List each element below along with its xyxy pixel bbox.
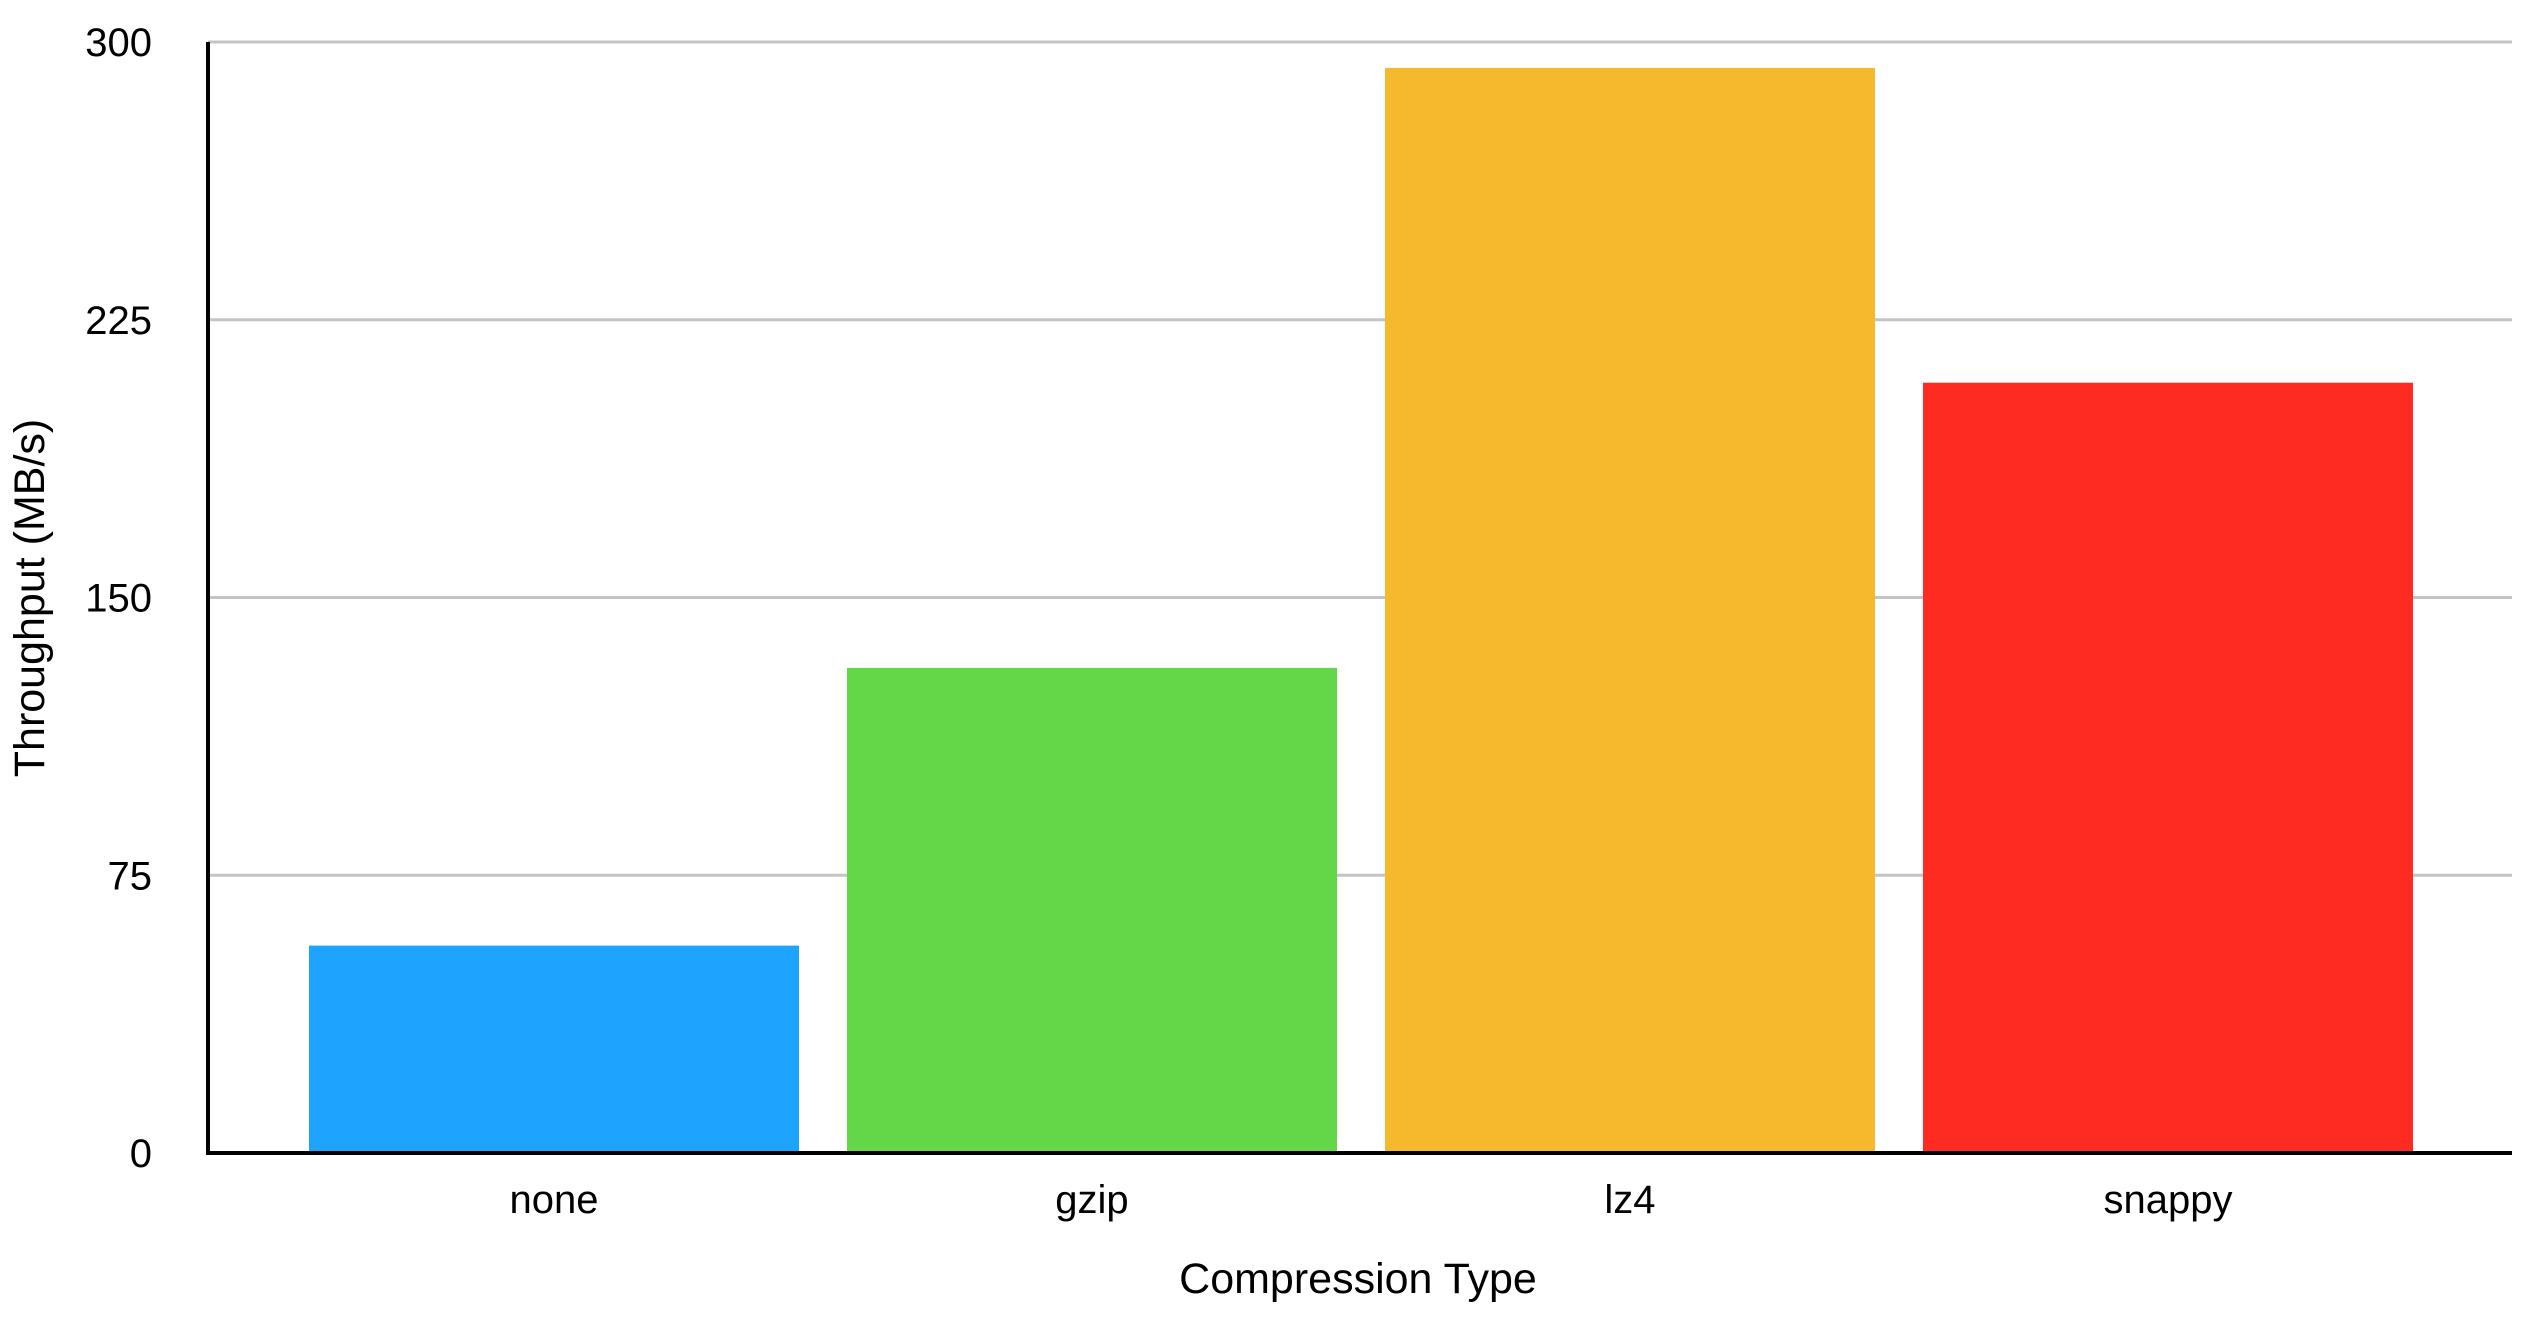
y-tick-label: 0 (130, 1132, 152, 1176)
y-tick-label: 150 (85, 577, 152, 621)
y-tick-labels: 0 75 150 225 300 (85, 21, 152, 1176)
y-tick-label: 225 (85, 299, 152, 343)
y-tick-label: 75 (108, 854, 153, 898)
x-axis-title: Compression Type (1179, 1255, 1537, 1303)
x-tick-label-gzip: gzip (1055, 1178, 1128, 1222)
x-tick-label-snappy: snappy (2104, 1178, 2233, 1222)
y-axis-title: Throughput (MB/s) (6, 419, 54, 777)
x-tick-label-none: none (510, 1178, 599, 1222)
bar-gzip (847, 667, 1337, 1153)
bars (309, 67, 2413, 1153)
x-tick-labels: none gzip lz4 snappy (510, 1178, 2233, 1222)
x-tick-label-lz4: lz4 (1604, 1178, 1655, 1222)
bar-none (309, 945, 799, 1153)
y-tick-label: 300 (85, 21, 152, 65)
bar-lz4 (1385, 67, 1875, 1153)
bar-snappy (1923, 382, 2413, 1153)
